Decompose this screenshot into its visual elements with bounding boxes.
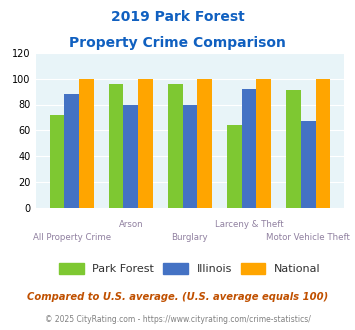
- Text: Burglary: Burglary: [171, 233, 208, 242]
- Bar: [64, 94, 79, 208]
- Bar: [124, 105, 138, 208]
- Bar: [242, 89, 256, 208]
- Text: Property Crime Comparison: Property Crime Comparison: [69, 36, 286, 50]
- Bar: [79, 79, 94, 208]
- Bar: [256, 79, 271, 208]
- Bar: [227, 125, 242, 208]
- Bar: [286, 90, 301, 208]
- Text: All Property Crime: All Property Crime: [33, 233, 111, 242]
- Text: Motor Vehicle Theft: Motor Vehicle Theft: [266, 233, 350, 242]
- Bar: [168, 84, 182, 208]
- Bar: [50, 115, 64, 208]
- Text: Compared to U.S. average. (U.S. average equals 100): Compared to U.S. average. (U.S. average …: [27, 292, 328, 302]
- Bar: [109, 84, 124, 208]
- Bar: [182, 105, 197, 208]
- Text: © 2025 CityRating.com - https://www.cityrating.com/crime-statistics/: © 2025 CityRating.com - https://www.city…: [45, 315, 310, 324]
- Bar: [316, 79, 330, 208]
- Text: Arson: Arson: [119, 220, 143, 229]
- Bar: [301, 121, 316, 208]
- Bar: [138, 79, 153, 208]
- Text: Larceny & Theft: Larceny & Theft: [215, 220, 283, 229]
- Legend: Park Forest, Illinois, National: Park Forest, Illinois, National: [54, 258, 326, 280]
- Text: 2019 Park Forest: 2019 Park Forest: [111, 10, 244, 24]
- Bar: [197, 79, 212, 208]
